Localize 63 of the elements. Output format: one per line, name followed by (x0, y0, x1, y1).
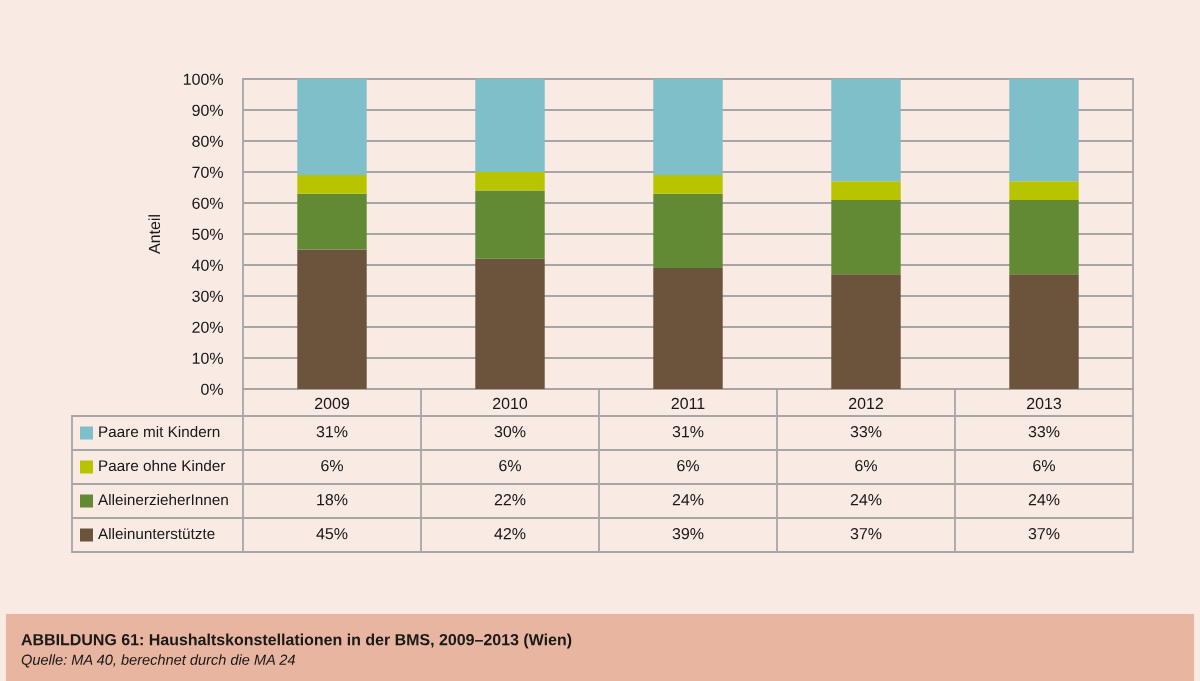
data-label: 6% (321, 459, 343, 472)
data-label: 30% (494, 425, 526, 438)
legend-label: Alleinunterstützte (98, 527, 215, 540)
data-label: 6% (499, 459, 521, 472)
data-label: 24% (1028, 493, 1060, 506)
data-label: 22% (494, 493, 526, 506)
text: ABBILDUNG 61: Haushaltskonstellationen in der BMS, 2009–2013 (Wien) (21, 633, 572, 649)
data-label: 42% (494, 527, 526, 540)
data-label: 6% (677, 459, 699, 472)
legend-label: Paare mit Kindern (99, 425, 220, 438)
data-label: 33% (850, 425, 882, 438)
data-label: 45% (316, 528, 348, 540)
y-tick-label: 10% (192, 352, 223, 364)
legend-label: AlleinerzieherInnen (98, 493, 228, 506)
y-tick-label: 20% (192, 321, 223, 333)
bar (653, 79, 723, 176)
y-tick-label: 30% (192, 290, 223, 302)
bar (475, 190, 545, 259)
data-label: 33% (1028, 425, 1060, 438)
y-tick-label: 60% (192, 197, 223, 209)
y-tick-label: 80% (192, 135, 223, 147)
x-tick-label: 2011 (671, 397, 705, 410)
bar (831, 79, 901, 182)
y-tick-label: 100% (183, 73, 223, 85)
data-label: 37% (850, 527, 882, 540)
x-tick-label: 2010 (493, 397, 528, 410)
bar (831, 199, 901, 275)
data-label: 37% (1028, 527, 1060, 540)
source-note: Quelle: MA 40, berechnet durch die MA 24 (21, 654, 295, 668)
bar (1009, 79, 1079, 182)
y-axis-title: Anteil (148, 215, 161, 254)
x-tick-label: 2013 (1027, 397, 1062, 410)
bar (1009, 199, 1079, 275)
bar (653, 268, 723, 389)
bar (1009, 274, 1079, 389)
data-label: 6% (1033, 459, 1055, 472)
x-tick-label: 2009 (315, 397, 350, 410)
bar (653, 193, 723, 269)
x-tick-label: 2012 (849, 397, 883, 410)
bar (831, 181, 901, 200)
bar (297, 175, 367, 194)
data-label: 24% (850, 493, 882, 506)
bar (297, 79, 367, 176)
data-label: 18% (317, 493, 348, 506)
data-label: 6% (855, 459, 877, 472)
bar (297, 193, 367, 250)
y-tick-label: 40% (191, 259, 223, 271)
bar (475, 79, 545, 172)
y-tick-label: 70% (192, 166, 223, 178)
y-tick-label: 0% (201, 383, 223, 395)
data-label: 39% (672, 527, 704, 540)
y-tick-label: 90% (192, 104, 223, 116)
bar (475, 172, 545, 191)
legend-label: Paare ohne Kinder (99, 459, 226, 472)
data-label: 31% (672, 425, 704, 438)
data-label: 24% (672, 493, 704, 506)
data-label: 31% (316, 425, 348, 438)
bar (1009, 181, 1079, 200)
y-tick-label: 50% (192, 228, 223, 240)
bar (475, 258, 545, 389)
bar (653, 175, 723, 194)
bar (297, 249, 367, 389)
bar (831, 274, 901, 389)
